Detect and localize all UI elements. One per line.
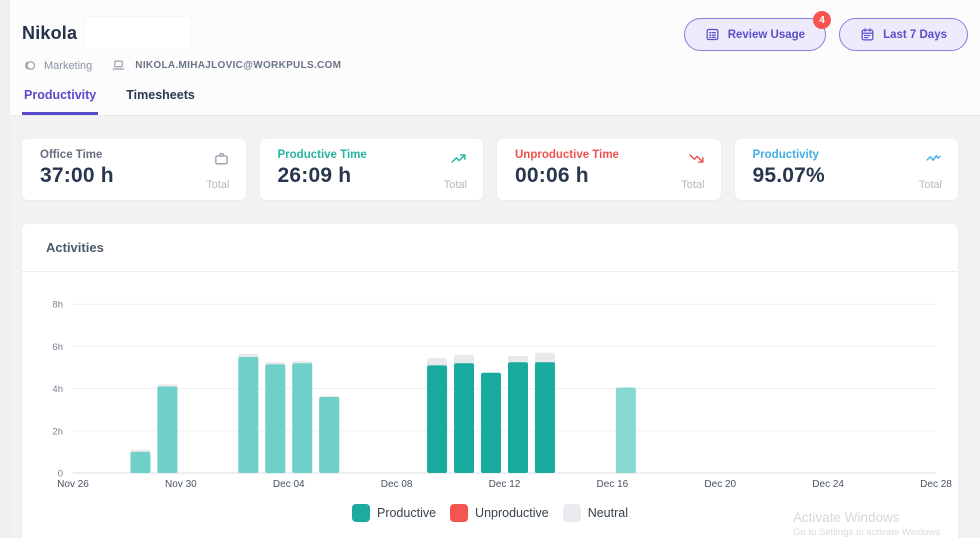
stat-footer: Total [443,179,467,191]
review-list-icon [705,27,720,42]
tab-timesheets[interactable]: Timesheets [126,88,195,102]
window-left-edge [0,0,10,538]
review-usage-label: Review Usage [727,28,806,41]
stat-cards-row: Office Time 37:00 h Total Productive Tim… [22,139,958,200]
trending-up-icon [450,150,467,167]
legend-label: Productive [376,506,437,520]
bar-productive-segment[interactable] [319,397,340,473]
calendar-icon [860,27,875,42]
stat-card-productive-time: Productive Time 26:09 h Total [259,139,483,200]
x-axis-tick-label: Nov 30 [165,479,197,490]
date-range-button[interactable]: Last 7 Days [839,18,968,51]
bar-productive-segment[interactable] [157,386,178,473]
x-axis-tick-label: Dec 12 [489,479,521,490]
bar-productive-segment[interactable] [238,356,259,473]
bar-productive-segment[interactable] [454,363,475,473]
stat-footer: Total [918,179,942,191]
team-name: Marketing [44,59,93,72]
x-axis-tick-label: Dec 20 [704,479,736,490]
stat-value: 00:06 h [515,164,589,187]
activities-bar-chart: 0 2h 4h 6h 8h Nov 26 Nov 30 Dec 04 Dec 08 Dec 12 D… [22,284,958,499]
stat-value: 37:00 h [40,164,114,187]
bar-productive-segment[interactable] [265,364,286,473]
stat-label: Productive Time [277,149,367,161]
stat-label: Productivity [752,149,819,161]
redacted-last-name [85,17,192,49]
x-axis-tick-label: Dec 08 [381,479,413,490]
legend-swatch [351,504,370,522]
y-axis-tick-label: 4h [52,384,63,395]
stat-label: Office Time [40,149,103,161]
bar-productive-segment[interactable] [481,372,502,473]
legend-swatch [562,504,581,522]
dashboard-content: Office Time 37:00 h Total Productive Tim… [10,116,980,538]
y-axis-tick-label: 2h [52,426,63,437]
laptop-icon [111,58,126,73]
tab-bar: Productivity Timesheets [22,88,197,115]
divider [22,271,958,272]
x-axis-tick-label: Dec 24 [812,479,844,490]
page-title: Nikola [22,22,78,43]
stat-footer: Total [206,179,230,191]
activities-panel: Activities 0 2h 4h 6h 8h Nov 26 Nov 30 Dec 04 De… [22,224,958,538]
bar-productive-segment[interactable] [292,363,313,473]
trending-down-icon [688,150,705,167]
stat-value: 26:09 h [277,164,352,187]
tab-productivity[interactable]: Productivity [22,88,99,115]
notification-badge: 4 [813,11,832,29]
review-usage-button[interactable]: Review Usage 4 [683,11,832,51]
stat-footer: Total [681,179,705,191]
stat-card-unproductive-time: Unproductive Time 00:06 h Total [497,139,721,200]
stat-card-productivity: Productivity 95.07% Total [734,139,958,200]
stat-value: 95.07% [752,164,825,187]
briefcase-icon [213,150,230,167]
activities-title: Activities [46,240,104,255]
y-axis-tick-label: 6h [52,342,63,353]
y-axis-tick-label: 0 [58,469,63,480]
chart-legend: Productive Unproductive Neutral [22,504,958,522]
legend-item[interactable]: Unproductive [450,504,549,522]
stat-card-office-time: Office Time 37:00 h Total [22,139,246,200]
activity-icon [925,150,942,167]
legend-label: Unproductive [475,506,549,520]
legend-item[interactable]: Productive [351,504,437,522]
date-range-label: Last 7 Days [883,28,947,41]
bar-productive-segment[interactable] [507,362,528,473]
bar-productive-segment[interactable] [615,387,636,473]
legend-swatch [450,504,469,522]
x-axis-tick-label: Dec 04 [273,479,305,490]
x-axis-tick-label: Dec 16 [597,479,629,490]
stat-label: Unproductive Time [515,149,619,161]
legend-item[interactable]: Neutral [562,504,628,522]
bar-productive-segment[interactable] [534,362,555,473]
bar-productive-segment[interactable] [130,451,151,473]
legend-label: Neutral [587,506,628,520]
y-axis-tick-label: 8h [52,300,63,311]
employee-email: NIKOLA.MIHAJLOVIC@WORKPULS.COM [135,60,342,71]
x-axis-tick-label: Nov 26 [57,479,89,490]
x-axis-tick-label: Dec 28 [920,479,952,490]
team-icon [22,58,37,73]
bar-productive-segment[interactable] [427,365,448,473]
employee-header: Nikola Review Usage 4 [10,0,980,116]
